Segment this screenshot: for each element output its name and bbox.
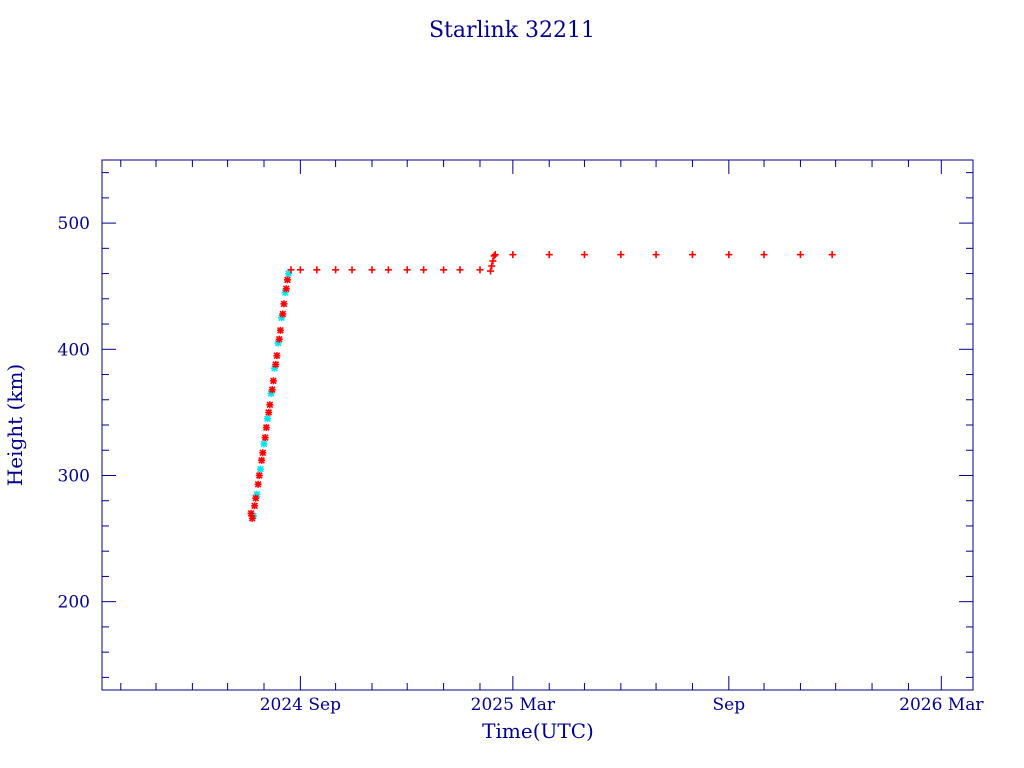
data-point-stroke [273,352,281,359]
x-tick-label: 2025 Mar [471,695,556,715]
data-point [509,251,517,259]
data-point-stroke [265,409,273,416]
data-point [254,480,262,488]
data-point [287,266,295,274]
data-point [252,494,260,502]
chart-title: Starlink 32211 [429,18,595,43]
data-point-stroke [264,415,271,423]
data-point [652,251,660,259]
data-point-stroke [255,472,263,479]
data-point [269,377,277,385]
data-point-stroke [252,494,260,502]
data-point-stroke [248,515,256,522]
data-point-stroke [261,434,269,441]
data-point-stroke [258,456,266,464]
data-point [368,266,376,274]
data-point [272,360,280,368]
data-point [488,262,496,270]
data-point [268,386,276,394]
data-point [255,471,263,479]
data-point [617,251,625,259]
data-point [384,266,392,274]
axis-tick-labels: 2024 Sep 2025 Mar Sep 2026 Mar 200 300 400 500 [58,214,985,715]
data-point [248,514,256,522]
data-point-stroke [262,424,270,431]
data-point [283,276,291,284]
data-point [332,266,340,274]
data-point [313,266,321,274]
data-point [276,326,284,334]
data-point [266,401,274,409]
data-point [476,266,484,274]
data-point [403,266,411,274]
data-point [273,352,281,360]
data-point-stroke [268,386,276,394]
data-point [348,266,356,274]
data-point [828,251,836,259]
data-point-stroke [254,480,262,488]
data-point [491,251,499,259]
x-tick-label: 2024 Sep [260,695,341,715]
data-point-stroke [279,310,287,318]
plot-frame [101,159,974,691]
data-point [262,424,270,432]
data-point [282,285,290,293]
data-point [265,408,273,416]
axis-ticks [102,160,973,690]
data-point [580,251,588,259]
y-tick-label: 400 [58,340,90,360]
data-point-stroke [259,449,267,457]
data-point [545,251,553,259]
data-point-stroke [282,285,290,293]
data-point [489,257,497,265]
data-point [251,502,259,510]
y-tick-label: 200 [58,593,90,613]
data-point-stroke [284,276,291,284]
data-point [264,415,272,423]
data-point [420,266,428,274]
y-tick-label: 500 [58,214,90,234]
data-point-stroke [251,502,258,510]
data-point-stroke [257,465,264,473]
data-point-stroke [260,440,268,448]
data-points [247,251,836,522]
x-tick-label: 2026 Mar [899,695,984,715]
data-point-stroke [280,300,288,308]
data-point-stroke [247,509,255,517]
data-point [725,251,733,259]
data-point [490,252,498,260]
data-point [279,310,287,318]
data-point-stroke [266,401,274,409]
data-point [247,509,255,517]
data-point [259,449,267,457]
data-point [261,434,269,442]
data-point [280,300,288,308]
data-point-stroke [277,326,284,334]
y-axis-label: Height (km) [3,364,27,486]
data-point [688,251,696,259]
data-point [260,440,268,448]
data-point [487,267,495,275]
x-tick-label: Sep [713,695,746,715]
data-point [258,456,266,464]
data-point-stroke [275,335,283,343]
data-point [256,465,264,473]
data-point [296,266,304,274]
data-point [275,335,283,343]
data-point-stroke [270,377,277,385]
data-point [440,266,448,274]
x-axis-label: Time(UTC) [482,719,594,743]
data-point [796,251,804,259]
y-tick-label: 300 [58,466,90,486]
data-point [760,251,768,259]
data-point [456,266,464,274]
data-point-stroke [272,361,280,368]
